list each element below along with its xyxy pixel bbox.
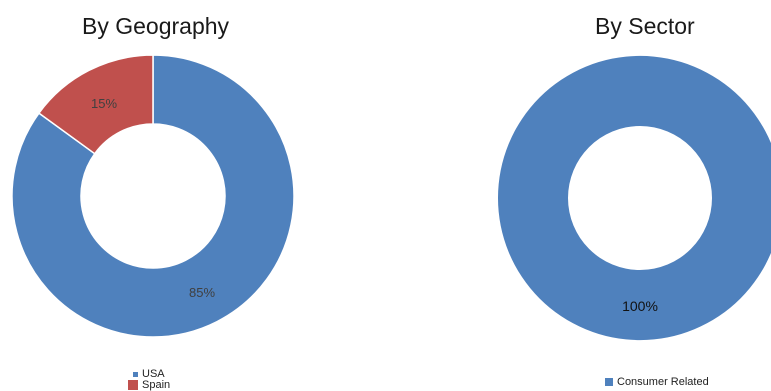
donut-slice-consumer-related [498,56,771,340]
legend-item-consumer-related: Consumer Related [605,376,709,388]
legend-swatch-usa [133,371,138,377]
legend-item-usa: USA [133,368,165,380]
sector-chart-title: By Sector [595,13,695,39]
legend-item-spain: Spain [128,379,170,391]
data-label-usa: 85% [189,285,215,300]
legend-swatch-consumer-related [605,378,613,386]
donut-slice-usa [11,54,295,338]
legend-label-consumer-related: Consumer Related [617,376,709,388]
geography-chart-title: By Geography [82,13,230,39]
legend-label-spain: Spain [142,379,171,391]
data-label-consumer-related: 100% [622,298,658,314]
legend-label-usa: USA [142,368,165,380]
legend-swatch-spain [128,380,138,390]
data-label-spain: 15% [91,96,117,111]
donut-slice-spain [37,54,154,155]
